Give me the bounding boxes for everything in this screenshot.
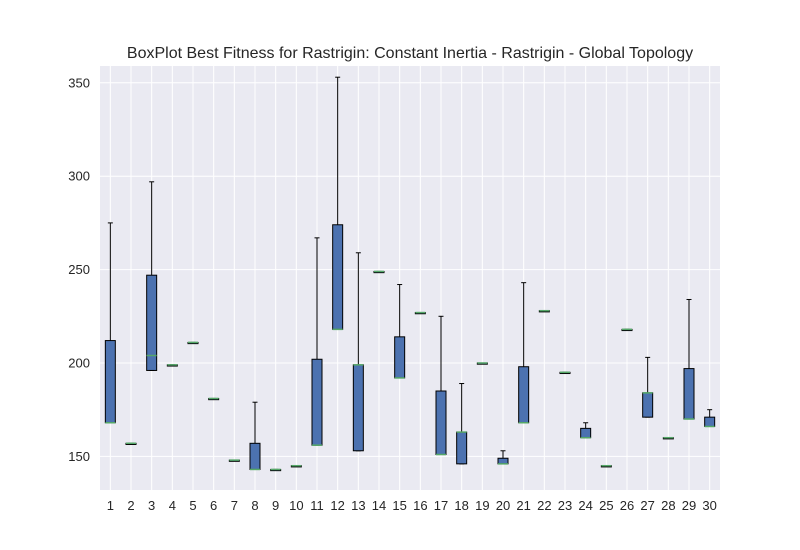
y-tick-labels: 150 200 250 300 350 (68, 75, 90, 464)
box-body (704, 416, 716, 427)
box-11 (311, 237, 323, 446)
box-29 (683, 298, 695, 420)
box-12 (332, 76, 344, 331)
x-tick-label: 18 (454, 498, 468, 513)
box-25 (600, 464, 612, 468)
box-22 (538, 309, 550, 313)
box-5 (187, 341, 199, 345)
x-tick-label: 15 (392, 498, 406, 513)
y-tick-label: 300 (68, 169, 90, 184)
x-tick-label: 19 (475, 498, 489, 513)
box-4 (166, 364, 178, 367)
box-13 (352, 252, 364, 452)
x-tick-label: 28 (661, 498, 675, 513)
x-tick-label: 16 (413, 498, 427, 513)
box-body (332, 224, 344, 330)
box-14 (373, 270, 385, 274)
box-17 (435, 315, 447, 456)
x-tick-label: 26 (620, 498, 634, 513)
box-body (146, 274, 158, 371)
x-tick-label: 30 (702, 498, 716, 513)
box-body (683, 368, 695, 420)
box-18 (456, 383, 468, 465)
x-tick-label: 7 (231, 498, 238, 513)
box-28 (662, 436, 674, 440)
x-tick-label: 24 (578, 498, 592, 513)
x-tick-label: 25 (599, 498, 613, 513)
box-10 (290, 464, 302, 468)
box-30 (704, 409, 716, 428)
box-27 (642, 356, 654, 418)
box-24 (580, 422, 592, 439)
x-tick-label: 9 (272, 498, 279, 513)
x-tick-label: 6 (210, 498, 217, 513)
box-8 (249, 401, 261, 471)
box-20 (497, 450, 509, 465)
x-tick-label: 13 (351, 498, 365, 513)
y-tick-label: 350 (68, 75, 90, 90)
x-tick-label: 5 (189, 498, 196, 513)
x-tick-label: 20 (496, 498, 510, 513)
box-19 (476, 362, 488, 365)
x-tick-label: 21 (516, 498, 530, 513)
box-body (352, 364, 364, 452)
x-tick-label: 1 (107, 498, 114, 513)
x-tick-label: 23 (558, 498, 572, 513)
box-2 (125, 442, 137, 446)
x-tick-labels: 1 2 3 4 5 6 7 8 9 10 11 12 13 14 15 16 17 18 19 20 21 22 23 24 2… (107, 498, 717, 513)
box-body (104, 340, 116, 424)
box-6 (208, 397, 220, 401)
x-tick-label: 22 (537, 498, 551, 513)
box-body (497, 457, 509, 465)
x-tick-label: 11 (310, 498, 324, 513)
box-body (311, 358, 323, 446)
box-body (394, 336, 406, 379)
box-body (435, 390, 447, 456)
chart-title: BoxPlot Best Fitness for Rastrigin: Cons… (127, 45, 693, 62)
box-23 (559, 371, 571, 375)
x-tick-label: 27 (640, 498, 654, 513)
y-tick-label: 150 (68, 449, 90, 464)
box-7 (228, 459, 240, 462)
boxes (104, 76, 716, 472)
y-tick-label: 200 (68, 355, 90, 370)
x-tick-label: 3 (148, 498, 155, 513)
box-9 (270, 468, 282, 472)
box-body (518, 366, 530, 424)
box-1 (104, 222, 116, 424)
box-15 (394, 284, 406, 379)
x-tick-label: 2 (127, 498, 134, 513)
box-body (249, 442, 261, 470)
box-body (642, 392, 654, 418)
x-tick-label: 17 (434, 498, 448, 513)
x-tick-label: 8 (251, 498, 258, 513)
x-tick-label: 12 (330, 498, 344, 513)
x-tick-label: 4 (169, 498, 176, 513)
y-tick-label: 250 (68, 262, 90, 277)
box-26 (621, 328, 633, 332)
x-tick-label: 10 (289, 498, 303, 513)
box-21 (518, 282, 530, 424)
x-tick-label: 14 (372, 498, 386, 513)
box-16 (414, 311, 426, 315)
x-tick-label: 29 (682, 498, 696, 513)
plot-area (100, 66, 720, 490)
box-body (580, 427, 592, 439)
box-3 (146, 181, 158, 371)
box-body (456, 431, 468, 465)
